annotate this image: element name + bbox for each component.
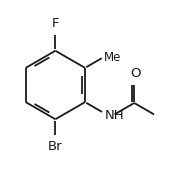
Text: Me: Me — [103, 51, 121, 64]
Text: O: O — [130, 67, 140, 80]
Text: Br: Br — [48, 140, 63, 153]
Text: F: F — [52, 17, 59, 30]
Text: NH: NH — [105, 109, 124, 122]
